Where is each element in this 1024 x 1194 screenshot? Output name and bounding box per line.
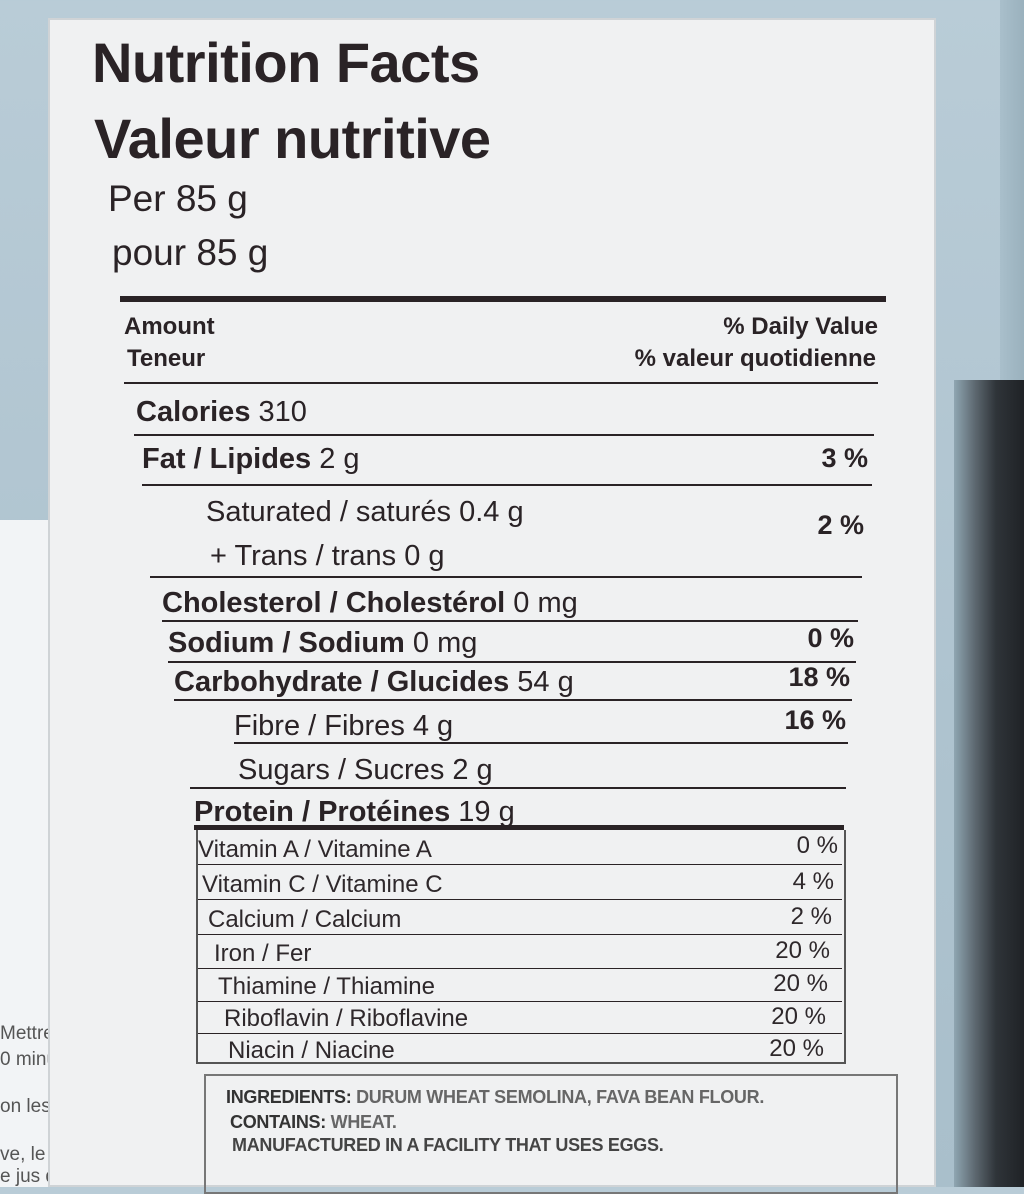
nutrient-dv: 16 % (784, 705, 846, 735)
nutrient-row: Fibre / Fibres 4 g (234, 710, 454, 742)
side-text-line: on les (0, 1096, 51, 1117)
vitamin-name: Niacin / Niacine (228, 1037, 395, 1064)
vitamins-box (196, 830, 846, 1064)
calories-row: Calories 310 (136, 396, 307, 429)
nutrient-row: Cholesterol / Cholestérol 0 mg (162, 587, 578, 620)
title-en: Nutrition Facts (92, 31, 480, 94)
nutrient-name: Sodium / Sodium (168, 627, 405, 659)
vitamin-dv: 20 % (771, 1003, 826, 1030)
rule (134, 434, 874, 436)
rule (198, 1033, 842, 1034)
nutrient-amount: 54 g (517, 666, 574, 698)
vitamin-dv: 4 % (792, 868, 834, 895)
title-fr: Valeur nutritive (94, 107, 491, 170)
rule (174, 699, 852, 701)
dv-header-fr: % valeur quotidienne (634, 345, 876, 372)
nutrient-name: Carbohydrate / Glucides (174, 666, 510, 698)
nutrient-row: Saturated / saturés 0.4 g (206, 496, 524, 528)
nutrient-dv: 3 % (821, 443, 868, 473)
ingredients-line: INGREDIENTS: DURUM WHEAT SEMOLINA, FAVA … (226, 1087, 764, 1108)
vitamin-dv: 20 % (775, 937, 830, 964)
rule (198, 968, 842, 969)
vitamin-name: Iron / Fer (214, 940, 312, 967)
nutrient-row: Sodium / Sodium 0 mg (168, 627, 477, 660)
rule (198, 864, 842, 865)
nutrient-row: Sugars / Sucres 2 g (238, 754, 493, 786)
box-edge-top (1000, 0, 1024, 380)
contains-key: CONTAINS: (230, 1112, 326, 1132)
nutrient-amount: 0 mg (513, 587, 578, 619)
vitamin-dv: 2 % (790, 903, 832, 930)
ingredients-key: INGREDIENTS: (226, 1087, 352, 1107)
nutrient-amount: 0 mg (412, 627, 478, 659)
vitamin-name: Riboflavin / Riboflavine (224, 1005, 469, 1032)
contains-line: CONTAINS: WHEAT. (230, 1112, 397, 1133)
vitamin-dv: 0 % (796, 832, 838, 859)
nutrient-row: + Trans / trans 0 g (210, 540, 445, 572)
vitamin-name: Vitamin A / Vitamine A (198, 836, 432, 863)
manufactured-line: MANUFACTURED IN A FACILITY THAT USES EGG… (232, 1135, 664, 1155)
ingredients-value: DURUM WHEAT SEMOLINA, FAVA BEAN FLOUR. (356, 1087, 765, 1107)
vitamin-name: Thiamine / Thiamine (218, 973, 435, 1000)
nutrient-amount: 19 g (458, 796, 515, 828)
nutrient-name: Protein / Protéines (194, 796, 451, 828)
rule (198, 934, 842, 935)
nutrient-row: Fat / Lipides 2 g (142, 443, 360, 476)
rule (234, 742, 848, 744)
vitamin-dv: 20 % (773, 970, 828, 997)
calories-value: 310 (258, 396, 307, 428)
vitamin-dv: 20 % (769, 1035, 824, 1062)
vitamin-name: Vitamin C / Vitamine C (202, 871, 443, 898)
nutrient-row: Protein / Protéines 19 g (194, 796, 515, 829)
nutrient-name: Cholesterol / Cholestérol (162, 587, 506, 619)
contains-value: WHEAT. (330, 1112, 397, 1132)
rule (190, 787, 846, 789)
box-edge-shadow (954, 380, 1024, 1187)
nutrient-name: Fat / Lipides (142, 443, 312, 475)
vitamin-name: Calcium / Calcium (208, 906, 402, 933)
rule (198, 899, 842, 900)
calories-label: Calories (136, 396, 251, 428)
rule (168, 661, 856, 663)
rule-thick (120, 296, 886, 302)
serving-fr: pour 85 g (112, 232, 269, 273)
serving-en: Per 85 g (108, 178, 248, 219)
rule (150, 576, 862, 578)
nutrient-dv: 2 % (817, 510, 864, 540)
rule-thick (194, 825, 844, 830)
side-text-line: ve, le (0, 1144, 46, 1165)
rule (162, 620, 858, 622)
dv-header-en: % Daily Value (723, 313, 878, 340)
nutrient-amount: 2 g (319, 443, 360, 475)
rule (142, 484, 872, 486)
amount-fr: Teneur (127, 345, 206, 372)
nutrient-dv: 18 % (788, 662, 850, 692)
nutrient-dv: 0 % (807, 623, 854, 653)
rule (124, 382, 878, 384)
nutrient-row: Carbohydrate / Glucides 54 g (174, 666, 574, 699)
amount-en: Amount (124, 313, 215, 340)
rule (198, 1001, 842, 1002)
